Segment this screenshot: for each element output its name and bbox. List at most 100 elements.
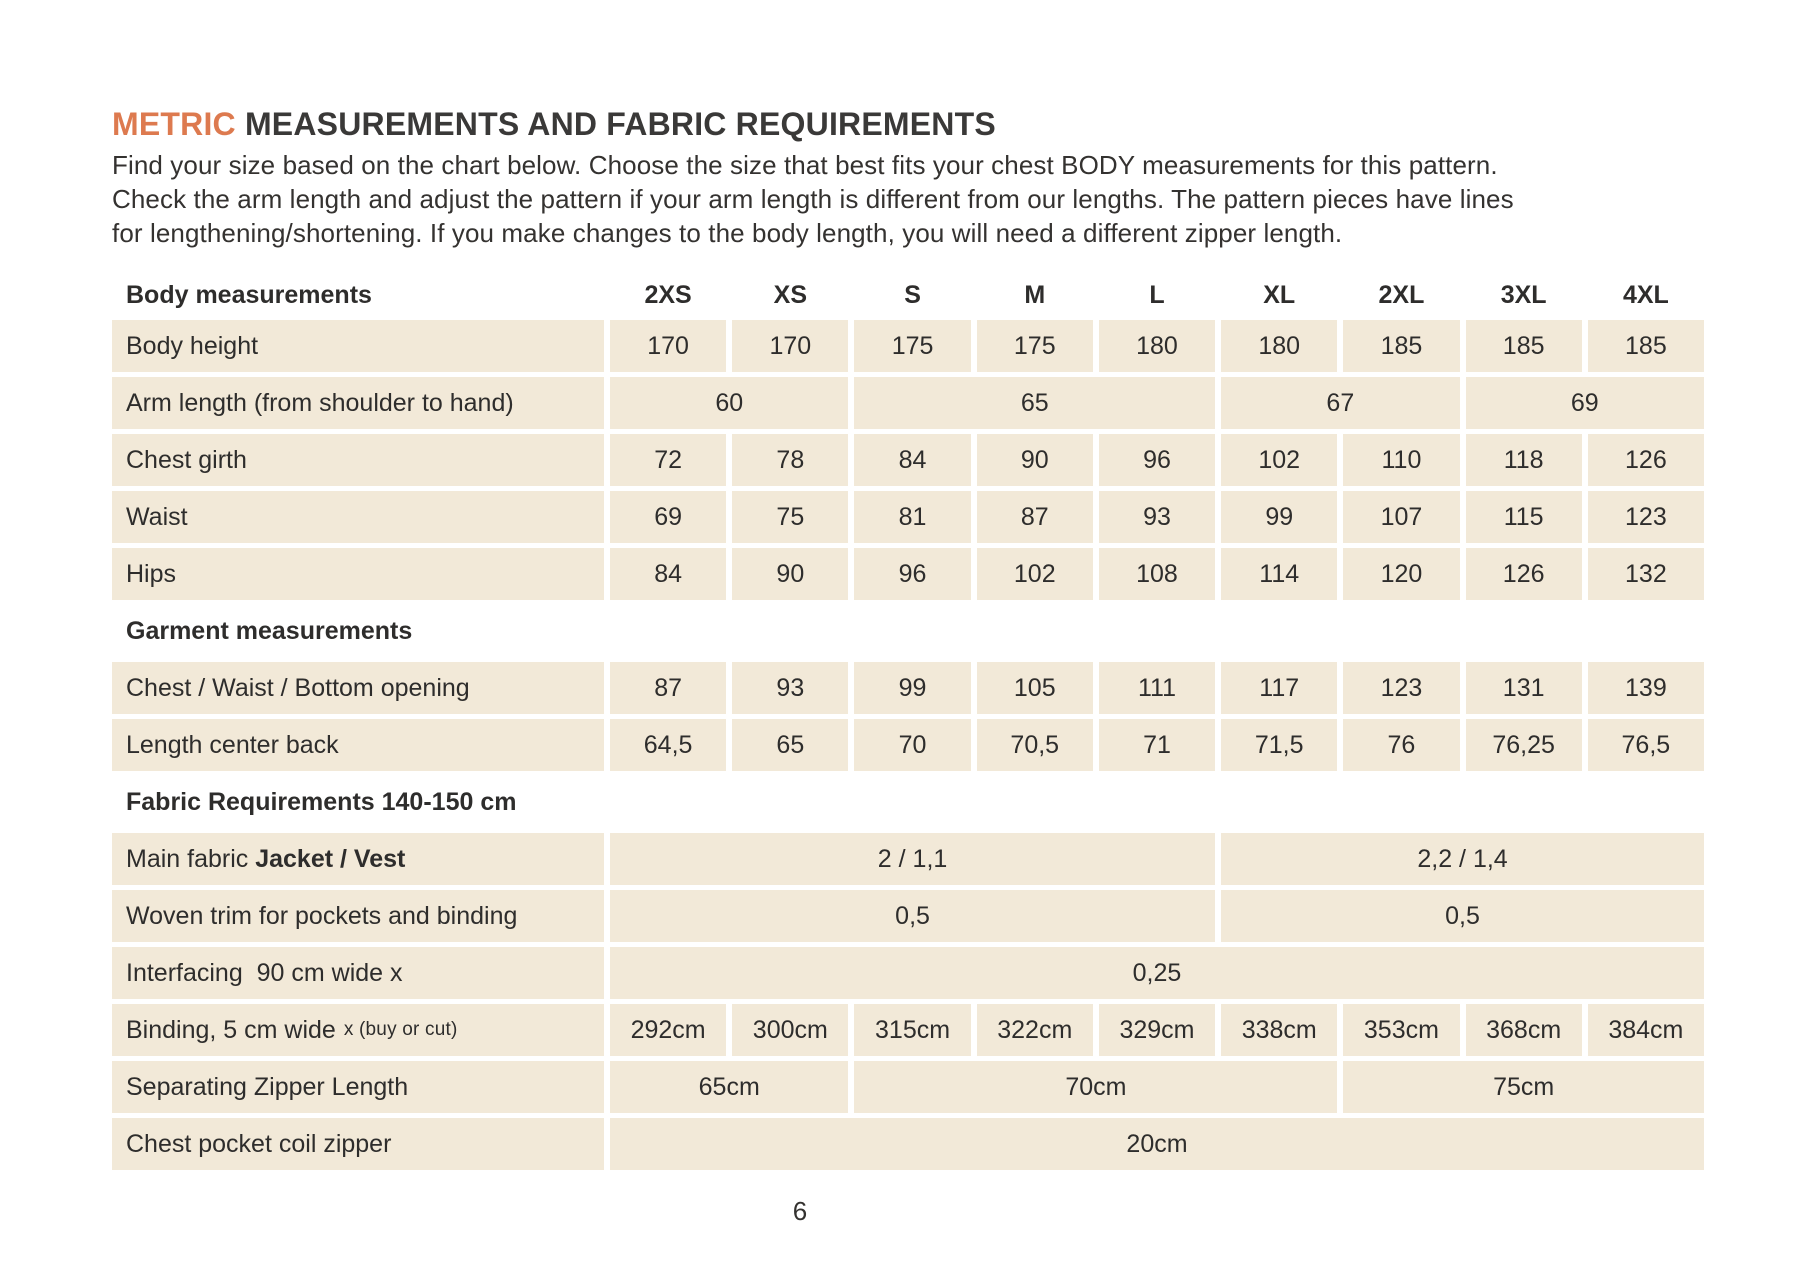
table-cell: 65cm [610,1061,849,1113]
table-cell: 126 [1465,548,1582,600]
table-cell: 99 [854,662,971,714]
table-header-label: Body measurements [112,275,604,315]
row-label: Waist [112,491,604,543]
table-cell: 126 [1587,434,1704,486]
row-label-text: Waist [126,502,188,531]
row-label: Chest pocket coil zipper [112,1118,604,1170]
row-label-text: Chest / Waist / Bottom opening [126,673,470,702]
row-label-text: Garment measurements [126,616,413,645]
table-cell: 76 [1343,719,1460,771]
table-cell: 96 [1098,434,1216,486]
measurements-table: Body measurements 2XS XS S M L XL 2XL 3XL 4XL Body… [112,275,1704,1170]
table-cell: 185 [1343,320,1460,372]
table-cell: 70,5 [976,719,1093,771]
row-label: Body height [112,320,604,372]
size-column-header: XL [1221,275,1338,315]
size-column-header: S [854,275,971,315]
page-title: METRIC MEASUREMENTS AND FABRIC REQUIREME… [112,104,1704,144]
table-cell: 65 [854,377,1216,429]
row-label: Separating Zipper Length [112,1061,604,1113]
table-cell: 93 [1098,491,1216,543]
table-cell: 180 [1221,320,1338,372]
table-cell: 93 [732,662,849,714]
table-cell: 84 [610,548,727,600]
table-cell: 76,25 [1465,719,1582,771]
size-column-header: 3XL [1465,275,1582,315]
intro-line-2: Check the arm length and adjust the patt… [112,184,1514,214]
row-label: Length center back [112,719,604,771]
size-column-header: 2XL [1343,275,1460,315]
table-cell: 120 [1343,548,1460,600]
table-cell: 87 [976,491,1093,543]
table-cell: 70cm [854,1061,1338,1113]
table-cell: 338cm [1221,1004,1338,1056]
size-column-header: XS [732,275,849,315]
row-label: Main fabric Jacket / Vest [112,833,604,885]
table-cell: 131 [1465,662,1582,714]
intro-line-3: for lengthening/shortening. If you make … [112,218,1343,248]
table-cell: 87 [610,662,727,714]
table-cell: 99 [1221,491,1338,543]
intro-line-1: Find your size based on the chart below.… [112,150,1498,180]
row-label-text: Fabric Requirements 140-150 cm [126,787,517,816]
row-label-text: Interfacing 90 cm wide x [126,958,403,987]
row-label-text: Length center back [126,730,339,759]
table-cell: 102 [1221,434,1338,486]
size-column-header: 4XL [1587,275,1704,315]
row-label-text: Body height [126,331,259,360]
table-cell: 117 [1221,662,1338,714]
row-label-text: Jacket / Vest [255,844,406,873]
section-header-row: Fabric Requirements 140-150 cm [112,776,1704,828]
row-label: Chest girth [112,434,604,486]
row-label-text: Chest pocket coil zipper [126,1129,392,1158]
row-label-text: Chest girth [126,445,247,474]
table-cell: 60 [610,377,849,429]
table-cell: 322cm [976,1004,1093,1056]
table-cell: 110 [1343,434,1460,486]
table-cell: 96 [854,548,971,600]
table-cell: 2,2 / 1,4 [1221,833,1704,885]
intro-paragraph: Find your size based on the chart below.… [112,148,1704,250]
page-number: 6 [792,1196,808,1226]
row-label-text: Separating Zipper Length [126,1072,409,1101]
table-cell: 65 [732,719,849,771]
table-cell: 69 [610,491,727,543]
row-label: Arm length (from shoulder to hand) [112,377,604,429]
table-cell: 20cm [610,1118,1704,1170]
table-cell: 292cm [610,1004,727,1056]
table-cell: 139 [1587,662,1704,714]
table-cell: 175 [976,320,1093,372]
table-cell: 132 [1587,548,1704,600]
table-cell: 368cm [1465,1004,1582,1056]
row-label: Hips [112,548,604,600]
table-cell: 71,5 [1221,719,1338,771]
table-cell: 170 [610,320,727,372]
table-cell: 75cm [1343,1061,1704,1113]
table-cell: 115 [1465,491,1582,543]
table-cell: 114 [1221,548,1338,600]
table-cell: 0,25 [610,947,1704,999]
table-cell: 0,5 [610,890,1216,942]
section-header-row: Garment measurements [112,605,1704,657]
table-cell: 118 [1465,434,1582,486]
row-label-text: Binding, 5 cm wide [126,1015,336,1044]
table-cell: 90 [732,548,849,600]
row-label-text: Hips [126,559,177,588]
table-cell: 123 [1343,662,1460,714]
row-label: Binding, 5 cm wide x (buy or cut) [112,1004,604,1056]
title-rest: MEASUREMENTS AND FABRIC REQUIREMENTS [235,106,996,142]
table-cell: 105 [976,662,1093,714]
table-cell: 175 [854,320,971,372]
table-cell: 90 [976,434,1093,486]
table-cell: 84 [854,434,971,486]
table-cell: 108 [1098,548,1216,600]
size-column-header: 2XS [610,275,727,315]
row-label: Woven trim for pockets and binding [112,890,604,942]
title-highlight: METRIC [112,106,236,142]
table-cell: 70 [854,719,971,771]
page-content: METRIC MEASUREMENTS AND FABRIC REQUIREME… [112,104,1704,1227]
table-cell: 69 [1465,377,1704,429]
table-cell: 71 [1098,719,1216,771]
row-label-text: x (buy or cut) [343,1019,458,1040]
